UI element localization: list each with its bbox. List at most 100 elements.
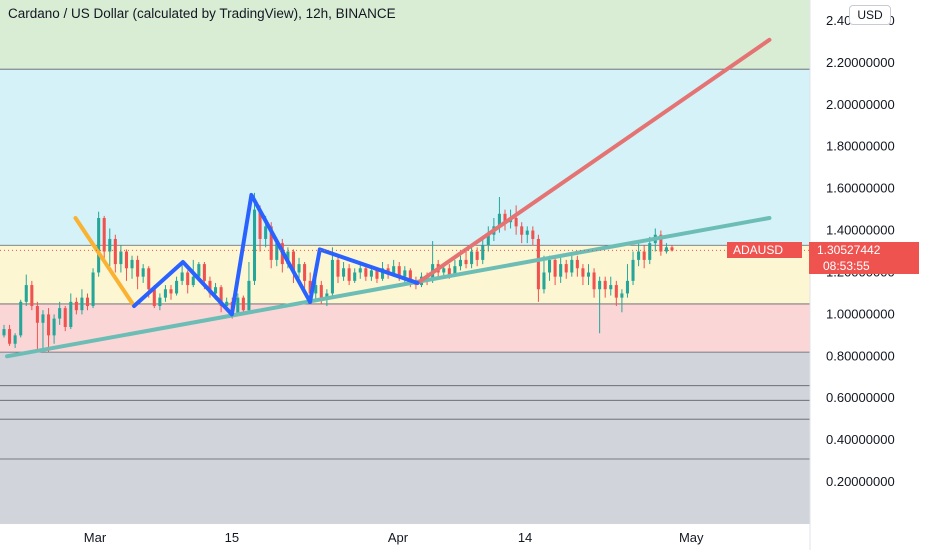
symbol-price-tag: ADAUSD [727, 242, 802, 259]
candle-body [175, 280, 179, 294]
candle-body [63, 308, 67, 327]
x-tick-label: Apr [388, 530, 409, 545]
candle-body [403, 270, 407, 277]
candle-body [442, 268, 446, 273]
candle-body [252, 209, 257, 281]
candle-body [603, 280, 607, 290]
candle-body [247, 280, 251, 311]
candle-body [570, 259, 574, 273]
candle-body [564, 264, 568, 273]
candle-body [592, 272, 596, 290]
candle-body [41, 314, 45, 323]
candle-body [258, 209, 262, 239]
candle-body [336, 259, 340, 277]
candle-body [58, 308, 62, 319]
candle-body [614, 285, 618, 298]
candle-body [314, 285, 318, 294]
candle-body [130, 259, 134, 269]
candle-body [202, 264, 206, 281]
candle-body [447, 268, 451, 275]
y-tick-label: 0.20000000 [826, 474, 895, 489]
candle-body [581, 268, 585, 277]
candle-body [486, 234, 490, 246]
candle-body [241, 297, 245, 311]
zone-band [0, 69, 810, 246]
chart-title: Cardano / US Dollar (calculated by Tradi… [8, 6, 396, 21]
y-tick-label: 2.20000000 [826, 55, 895, 70]
candle-body [525, 230, 529, 235]
candle-body [369, 270, 373, 277]
candle-body [69, 301, 73, 327]
x-tick-label: 14 [518, 530, 532, 545]
candle-body [197, 264, 201, 277]
candle-body [163, 289, 167, 298]
harmonic-pattern-line [132, 192, 420, 317]
y-tick-label: 1.40000000 [826, 223, 895, 238]
candle-body [214, 287, 218, 294]
candle-body [303, 264, 307, 281]
candle-body [13, 335, 17, 344]
candle-body [102, 217, 106, 252]
candle-body [297, 264, 301, 273]
candle-body [113, 238, 117, 265]
candle-body [191, 276, 195, 286]
candle-body [542, 272, 546, 290]
zone-band [0, 0, 810, 70]
candle-body [620, 293, 624, 298]
candle-body [531, 230, 535, 239]
candle-body [514, 217, 518, 227]
candle-body [397, 266, 401, 277]
candle-body [342, 268, 346, 277]
candle-body [74, 301, 78, 311]
x-tick-label: May [679, 530, 704, 545]
candle-body [347, 268, 351, 281]
candle-body [91, 272, 95, 307]
candle-body [503, 213, 507, 223]
candle-body [308, 280, 312, 294]
candle-body [392, 266, 396, 275]
candle-body [52, 318, 56, 336]
candle-body [30, 285, 34, 307]
currency-button[interactable]: USD [849, 5, 891, 25]
candle-body [330, 259, 334, 294]
harmonic-pattern-line [73, 215, 137, 309]
candle-body [375, 270, 379, 279]
candle-body [325, 293, 329, 298]
y-tick-label: 1.80000000 [826, 139, 895, 154]
candle-body [659, 234, 663, 252]
candle-body [24, 285, 28, 302]
last-price-tag: 1.30527442 [809, 242, 919, 259]
candle-body [553, 259, 557, 277]
candle-body [609, 285, 613, 290]
y-tick-label: 0.40000000 [826, 432, 895, 447]
candle-body [124, 251, 128, 269]
candle-body [586, 272, 591, 277]
candle-body [141, 268, 145, 277]
candle-body [536, 238, 540, 290]
candle-body [520, 226, 524, 235]
candle-body [180, 272, 184, 281]
candle-body [470, 251, 474, 265]
trendline [415, 37, 772, 285]
trendline [5, 215, 772, 359]
candle-body [97, 217, 101, 273]
candle-body [152, 289, 156, 307]
candle-body [464, 259, 468, 265]
candle-body [642, 251, 646, 260]
candle-body [19, 301, 23, 336]
candle-body [169, 289, 173, 294]
candle-body [85, 297, 90, 307]
candle-body [475, 251, 479, 260]
zone-band [0, 352, 810, 524]
candle-body [291, 251, 295, 273]
y-tick-label: 2.00000000 [826, 97, 895, 112]
candle-body [358, 268, 362, 273]
candle-body [559, 264, 563, 277]
candle-body [648, 243, 652, 260]
candle-body [108, 238, 112, 252]
candle-body [219, 287, 223, 307]
candle-body [35, 306, 39, 323]
candle-body [453, 266, 457, 275]
candle-body [119, 251, 123, 265]
